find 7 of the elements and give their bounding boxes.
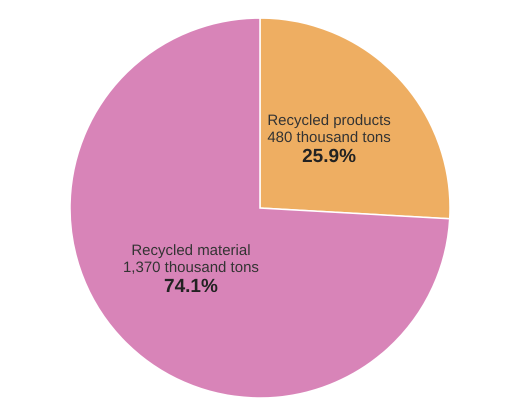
data-label: 25.9% (302, 146, 356, 167)
slice-label: Recycled material (131, 242, 251, 260)
pie-slice (69, 17, 450, 399)
data-label: 74.1% (164, 276, 218, 298)
slice-label: Recycled products (267, 112, 391, 129)
text: 1,370 thousand tons (122, 259, 259, 276)
text: 480 thousand tons (267, 128, 391, 146)
